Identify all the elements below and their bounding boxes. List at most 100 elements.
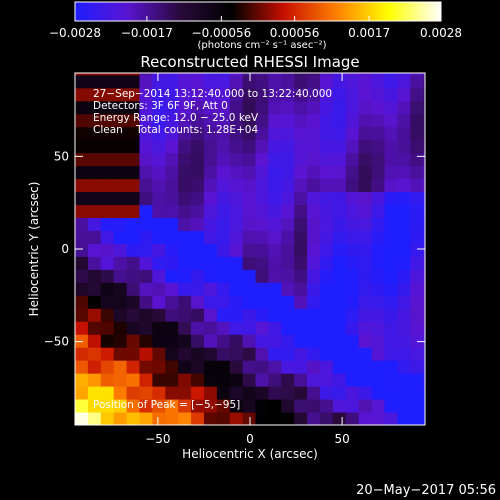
- heatmap-cell: [281, 321, 295, 335]
- heatmap-cell: [307, 113, 321, 128]
- heatmap-cell: [87, 87, 102, 102]
- heatmap-cell: [332, 399, 347, 413]
- heatmap-cell: [229, 87, 244, 102]
- colorbar-tick-label: 0.0017: [348, 26, 390, 40]
- heatmap-cell: [307, 73, 321, 76]
- heatmap-cell: [126, 256, 140, 270]
- heatmap-cell: [178, 256, 192, 270]
- heatmap-cell: [345, 204, 360, 219]
- heatmap-cell: [294, 73, 308, 76]
- heatmap-cell: [229, 334, 244, 348]
- heatmap-cell: [345, 73, 360, 76]
- heatmap-cell: [126, 73, 140, 76]
- heatmap-cell: [397, 139, 411, 154]
- chart-title: Reconstructed RHESSI Image: [140, 53, 359, 71]
- heatmap-cell: [113, 204, 128, 219]
- heatmap-image: [75, 73, 425, 425]
- heatmap-cell: [332, 230, 347, 244]
- heatmap-cell: [255, 126, 269, 141]
- heatmap-cell: [242, 126, 257, 141]
- heatmap-cell: [203, 334, 218, 348]
- heatmap-cell: [152, 347, 166, 361]
- heatmap-cell: [268, 139, 282, 154]
- heatmap-cell: [242, 334, 257, 348]
- heatmap-cell: [371, 178, 385, 193]
- heatmap-cell: [75, 334, 89, 348]
- heatmap-cell: [320, 87, 334, 102]
- heatmap-cell: [203, 100, 218, 115]
- heatmap-cell: [87, 373, 102, 387]
- heatmap-cell: [410, 269, 424, 283]
- heatmap-cell: [307, 191, 321, 206]
- heatmap-cell: [397, 373, 411, 387]
- heatmap-cell: [345, 230, 360, 244]
- heatmap-cell: [100, 412, 115, 425]
- heatmap-cell: [229, 230, 244, 244]
- heatmap-cell: [358, 178, 373, 193]
- heatmap-cell: [139, 126, 153, 141]
- heatmap-cell: [423, 178, 425, 193]
- heatmap-cell: [281, 399, 295, 413]
- heatmap-cell: [371, 282, 385, 296]
- heatmap-cell: [307, 308, 321, 322]
- heatmap-cell: [332, 373, 347, 387]
- heatmap-cell: [113, 399, 128, 413]
- heatmap-cell: [242, 256, 257, 270]
- heatmap-cell: [294, 74, 308, 89]
- heatmap-cell: [165, 334, 179, 348]
- heatmap-cell: [203, 191, 218, 206]
- heatmap-cell: [320, 191, 334, 206]
- heatmap-cell: [203, 139, 218, 154]
- heatmap-cell: [384, 204, 398, 219]
- heatmap-cell: [242, 412, 257, 425]
- heatmap-cell: [294, 100, 308, 115]
- heatmap-cell: [397, 412, 411, 425]
- heatmap-cell: [87, 347, 102, 361]
- heatmap-cell: [203, 113, 218, 128]
- heatmap-cell: [126, 334, 140, 348]
- heatmap-cell: [358, 87, 373, 102]
- heatmap-cell: [410, 282, 424, 296]
- heatmap-cell: [113, 256, 128, 270]
- heatmap-cell: [100, 373, 115, 387]
- heatmap-cell: [332, 321, 347, 335]
- heatmap-cell: [178, 399, 192, 413]
- heatmap-cell: [397, 191, 411, 206]
- heatmap-cell: [255, 282, 269, 296]
- heatmap-cell: [165, 256, 179, 270]
- heatmap-cell: [178, 100, 192, 115]
- heatmap-cell: [371, 386, 385, 400]
- heatmap-cell: [345, 360, 360, 374]
- heatmap-cell: [152, 269, 166, 283]
- heatmap-cell: [281, 308, 295, 322]
- heatmap-cell: [229, 178, 244, 193]
- heatmap-cell: [358, 74, 373, 89]
- heatmap-cell: [165, 165, 179, 180]
- heatmap-cell: [203, 282, 218, 296]
- heatmap-cell: [345, 178, 360, 193]
- heatmap-cell: [332, 139, 347, 154]
- heatmap-cell: [229, 100, 244, 115]
- heatmap-cell: [320, 217, 334, 231]
- heatmap-cell: [229, 321, 244, 335]
- heatmap-cell: [191, 217, 205, 231]
- heatmap-cell: [229, 139, 244, 154]
- heatmap-cell: [268, 373, 282, 387]
- x-axis-label: Heliocentric X (arcsec): [182, 447, 318, 461]
- heatmap-cell: [255, 165, 269, 180]
- heatmap-cell: [75, 152, 89, 167]
- heatmap-cell: [281, 217, 295, 231]
- heatmap-cell: [203, 308, 218, 322]
- heatmap-cell: [384, 373, 398, 387]
- heatmap-cell: [152, 100, 166, 115]
- heatmap-cell: [423, 100, 425, 115]
- heatmap-cell: [268, 334, 282, 348]
- heatmap-cell: [371, 360, 385, 374]
- heatmap-cell: [281, 412, 295, 425]
- heatmap-cell: [229, 269, 244, 283]
- heatmap-cell: [410, 321, 424, 335]
- heatmap-cell: [268, 165, 282, 180]
- heatmap-cell: [294, 269, 308, 283]
- heatmap-cell: [384, 360, 398, 374]
- heatmap-cell: [358, 165, 373, 180]
